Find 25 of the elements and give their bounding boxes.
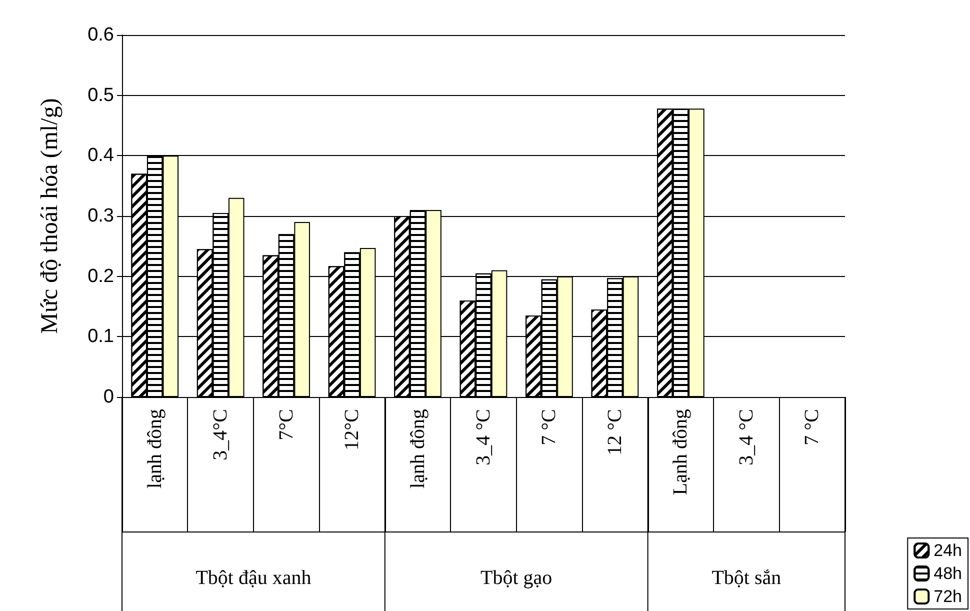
text: Tbột gạo [480,567,552,589]
y-axis-title: Mức độ thoái hóa (ml/g) [37,98,63,334]
legend-label: 48h [934,564,962,583]
x-tick-label: lạnh đông [144,409,166,488]
x-tick-label: 3_4°C [210,409,232,460]
x-tick-label: 7 °C [801,409,824,446]
x-tick-label: lạnh đông [406,409,429,488]
text: Tbột sắn [712,567,782,589]
y-tick-label: 0.1 [88,326,114,348]
x-tick-label: 7°C [275,409,298,440]
y-tick-label: 0 [103,386,114,408]
legend-label: 24h [934,541,962,560]
x-tick-label: 12 °C [604,409,626,456]
x-tick-label: 3_4 °C [735,409,758,466]
text: Tbột đậu xanh [196,567,312,589]
y-tick-label: 0.6 [88,24,114,46]
x-tick-label: Lạnh đông [670,409,692,496]
legend-label: 72h [934,587,962,606]
y-tick-label: 0.5 [88,84,114,106]
x-tick-label: 7 °C [538,409,560,446]
y-tick-label: 0.4 [88,145,114,166]
x-tick-label: 3_4 °C [472,409,494,466]
y-tick-label: 0.3 [88,206,114,226]
y-tick-label: 0.2 [88,266,114,287]
x-tick-label: 12°C [341,409,364,450]
